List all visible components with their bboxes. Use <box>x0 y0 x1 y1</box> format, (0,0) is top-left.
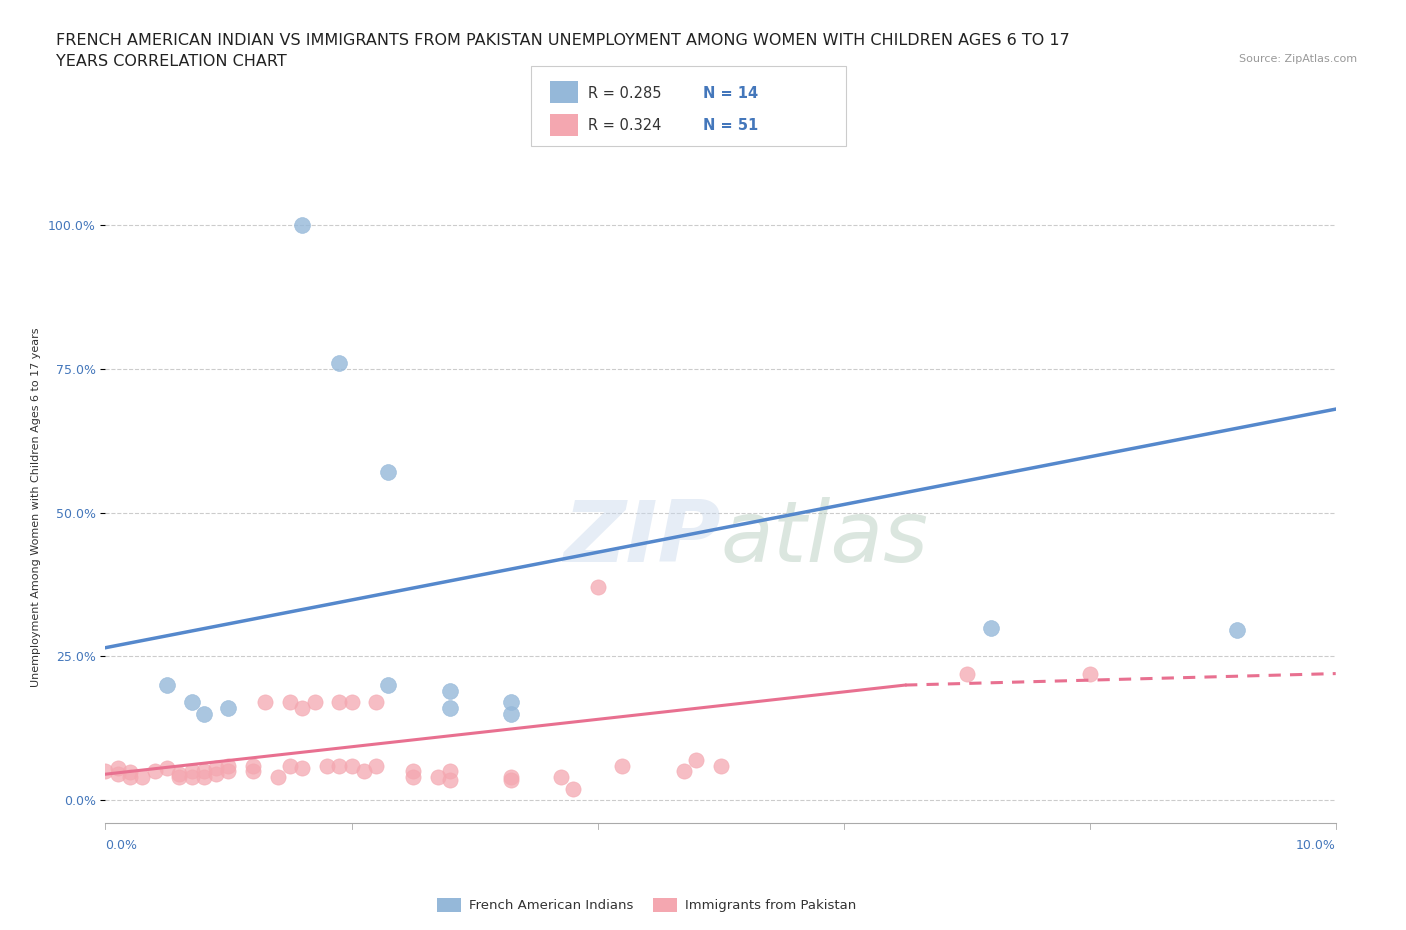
Point <box>205 761 228 776</box>
Y-axis label: Unemployment Among Women with Children Ages 6 to 17 years: Unemployment Among Women with Children A… <box>31 327 41 686</box>
Point <box>328 695 350 710</box>
Point <box>353 764 375 778</box>
Text: 10.0%: 10.0% <box>1296 839 1336 852</box>
Point <box>562 781 585 796</box>
Point <box>1078 666 1101 681</box>
Point <box>980 620 1002 635</box>
Point <box>550 770 572 785</box>
Point <box>180 764 202 778</box>
Point <box>218 758 240 773</box>
Text: Source: ZipAtlas.com: Source: ZipAtlas.com <box>1239 54 1357 64</box>
Point <box>193 770 215 785</box>
Point <box>278 695 301 710</box>
Text: N = 51: N = 51 <box>703 117 758 133</box>
Point <box>205 766 228 781</box>
Text: R = 0.285: R = 0.285 <box>588 86 661 101</box>
Point <box>120 770 141 785</box>
Point <box>156 678 179 693</box>
Point <box>107 766 129 781</box>
Point <box>402 764 425 778</box>
Point <box>340 695 363 710</box>
Point <box>956 666 979 681</box>
Point <box>193 764 215 778</box>
Text: atlas: atlas <box>721 497 928 580</box>
Point <box>501 695 523 710</box>
Point <box>254 695 277 710</box>
Point <box>685 752 707 767</box>
Text: YEARS CORRELATION CHART: YEARS CORRELATION CHART <box>56 54 287 69</box>
Point <box>328 355 350 370</box>
Point <box>315 758 337 773</box>
Point <box>672 764 695 778</box>
Point <box>242 764 264 778</box>
Point <box>364 695 387 710</box>
Point <box>242 758 264 773</box>
Point <box>501 773 523 788</box>
Point <box>501 770 523 785</box>
Point <box>439 764 461 778</box>
Point <box>710 758 733 773</box>
Point <box>439 684 461 698</box>
Point <box>291 761 314 776</box>
Point <box>94 764 117 778</box>
Point <box>377 678 399 693</box>
Point <box>169 770 191 785</box>
Point <box>1226 623 1249 638</box>
Point <box>156 761 179 776</box>
Point <box>278 758 301 773</box>
Point <box>218 764 240 778</box>
Point <box>143 764 166 778</box>
Point <box>377 465 399 480</box>
Point <box>612 758 634 773</box>
Text: FRENCH AMERICAN INDIAN VS IMMIGRANTS FROM PAKISTAN UNEMPLOYMENT AMONG WOMEN WITH: FRENCH AMERICAN INDIAN VS IMMIGRANTS FRO… <box>56 33 1070 47</box>
Point <box>340 758 363 773</box>
Point <box>402 770 425 785</box>
Point <box>291 700 314 715</box>
Point <box>304 695 326 710</box>
Point <box>180 770 202 785</box>
Legend: French American Indians, Immigrants from Pakistan: French American Indians, Immigrants from… <box>432 893 862 918</box>
Point <box>218 700 240 715</box>
Point <box>107 761 129 776</box>
Text: N = 14: N = 14 <box>703 86 758 101</box>
Point <box>291 218 314 232</box>
Point <box>328 758 350 773</box>
Text: R = 0.324: R = 0.324 <box>588 117 661 133</box>
Point <box>426 770 449 785</box>
Text: ZIP: ZIP <box>562 497 721 580</box>
Point <box>180 695 202 710</box>
Point <box>501 707 523 722</box>
Point <box>169 766 191 781</box>
Point <box>131 770 153 785</box>
Text: 0.0%: 0.0% <box>105 839 138 852</box>
Point <box>193 707 215 722</box>
Point <box>120 765 141 780</box>
Point <box>439 773 461 788</box>
Point <box>439 700 461 715</box>
Point <box>364 758 387 773</box>
Point <box>267 770 290 785</box>
Point <box>586 580 609 595</box>
